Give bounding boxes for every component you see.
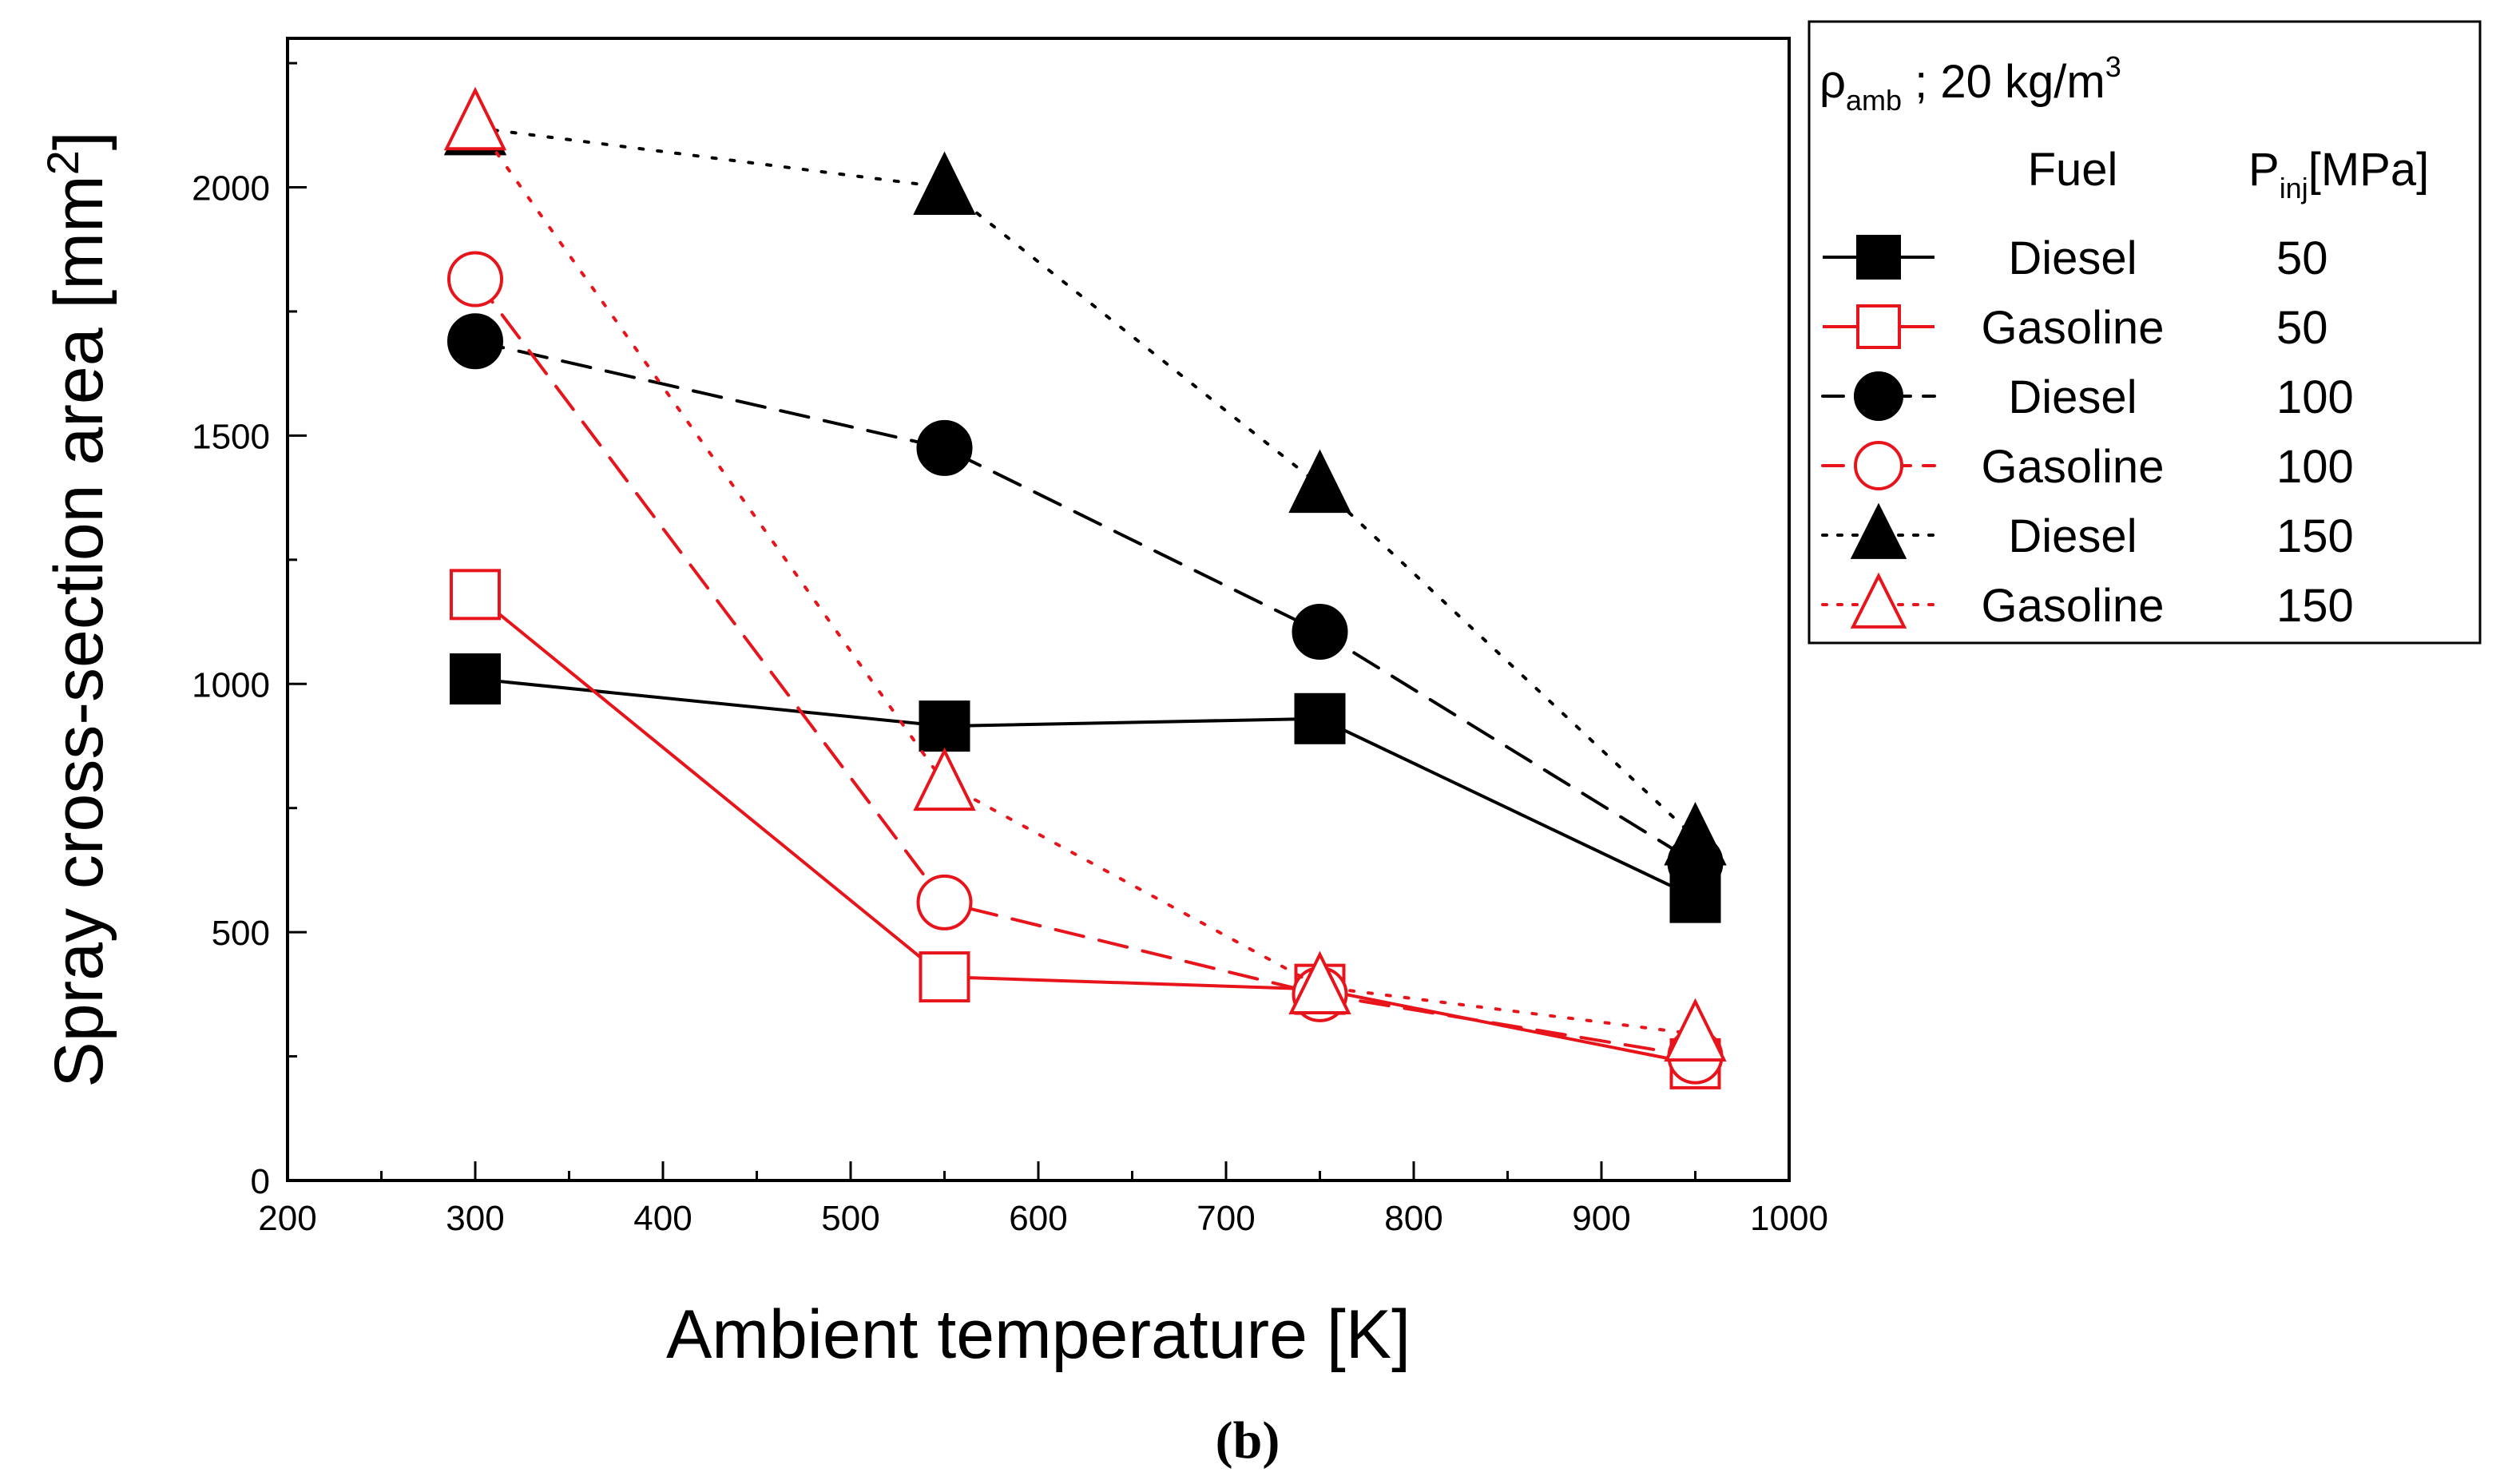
- legend-entry: Diesel 100: [1821, 371, 2354, 423]
- series-line: [474, 277, 1697, 1058]
- legend-marker-square: [1856, 235, 1901, 280]
- plot-frame: [286, 37, 1791, 1182]
- legend-pressure-label: 100: [2276, 441, 2354, 493]
- data-point-circle: [447, 251, 503, 308]
- data-point-square: [450, 569, 501, 621]
- series-diesel-150: [443, 91, 1727, 866]
- series-gasoline-150: [443, 86, 1727, 1062]
- rho-subscript: amb: [1846, 84, 1902, 117]
- series-gasoline-100: [447, 251, 1724, 1085]
- data-point-triangle: [913, 151, 976, 216]
- x-tick-label: 200: [258, 1199, 316, 1238]
- x-tick-label: 500: [821, 1199, 879, 1238]
- x-tick-label: 300: [446, 1199, 504, 1238]
- legend-pressure-label: 50: [2276, 232, 2328, 284]
- legend-condition: ρamb ; 20 kg/m3: [1819, 50, 2121, 117]
- condition-sup: 3: [2105, 50, 2121, 83]
- legend-entry: Gasoline 100: [1821, 441, 2354, 493]
- data-point-triangle: [1664, 998, 1727, 1062]
- legend-fuel-label: Gasoline: [1982, 580, 2165, 632]
- p-subscript: inj: [2280, 172, 2308, 204]
- series-line: [474, 677, 1696, 899]
- x-tick-label: 800: [1384, 1199, 1442, 1238]
- data-point-square: [919, 951, 970, 1003]
- series-line: [474, 339, 1697, 865]
- x-tick-label: 1000: [1750, 1199, 1828, 1238]
- x-axis-label: Ambient temperature [K]: [666, 1296, 1411, 1373]
- data-point-triangle: [1664, 801, 1727, 866]
- series-line: [474, 121, 1697, 1036]
- y-tick-label: 1500: [192, 417, 270, 456]
- y-tick-label: 500: [212, 914, 270, 953]
- data-point-square: [450, 653, 501, 705]
- data-point-triangle: [443, 86, 507, 151]
- x-tick-label: 400: [633, 1199, 692, 1238]
- y-axis-label: Spray cross-section area [mm2]: [38, 131, 117, 1087]
- legend-pressure-label: 150: [2276, 510, 2354, 562]
- condition-text: ; 20 kg/m: [1902, 56, 2105, 108]
- legend-pressure-label: 50: [2276, 302, 2328, 354]
- data-point-triangle: [1288, 449, 1351, 514]
- rho-symbol: ρ: [1819, 56, 1846, 108]
- legend-pressure-label: 100: [2276, 371, 2354, 423]
- series-diesel-100: [447, 313, 1724, 891]
- y-axis-label-sup: 2: [38, 150, 88, 175]
- legend-pressure-label: 150: [2276, 580, 2354, 632]
- figure-caption: (b): [1216, 1411, 1280, 1470]
- y-tick-label: 1000: [192, 665, 270, 704]
- legend-fuel-label: Diesel: [2008, 510, 2137, 562]
- legend-fuel-label: Diesel: [2008, 371, 2137, 423]
- data-point-circle: [1292, 603, 1348, 660]
- y-axis-label-main: Spray cross-section area [mm: [41, 175, 117, 1087]
- legend: ρamb ; 20 kg/m3 Fuel Pinj[MPa] Diesel 50G…: [1808, 20, 2482, 645]
- data-point-circle: [447, 313, 503, 370]
- legend-box: [1808, 20, 2482, 645]
- legend-entry: Gasoline 150: [1821, 572, 2354, 632]
- x-tick-label: 700: [1196, 1199, 1255, 1238]
- p-unit: [MPa]: [2308, 144, 2430, 196]
- series-line: [474, 125, 1697, 839]
- x-tick-label: 600: [1009, 1199, 1067, 1238]
- legend-entry: Diesel 150: [1821, 502, 2354, 562]
- series-gasoline-50: [450, 569, 1721, 1089]
- x-tick-label: 900: [1572, 1199, 1630, 1238]
- legend-marker-triangle: [1850, 502, 1907, 559]
- legend-header-fuel: Fuel: [2028, 144, 2118, 196]
- series-diesel-50: [450, 653, 1721, 923]
- legend-fuel-label: Gasoline: [1982, 441, 2165, 493]
- axis-ticks: 200 300 400 500 600 700 800 900 1000 0 500 1000 1500…: [192, 62, 1828, 1238]
- data-point-triangle: [913, 747, 976, 811]
- series-layer: [443, 86, 1727, 1089]
- data-point-triangle: [1288, 950, 1351, 1015]
- legend-fuel-label: Diesel: [2008, 232, 2137, 284]
- legend-entry: Gasoline 50: [1823, 302, 2328, 354]
- legend-marker-triangle: [1850, 572, 1907, 629]
- y-tick-label: 0: [251, 1162, 270, 1201]
- data-point-circle: [916, 419, 973, 476]
- legend-marker-circle: [1854, 441, 1903, 490]
- legend-header-pressure: Pinj[MPa]: [2248, 144, 2429, 204]
- p-symbol: P: [2248, 144, 2280, 196]
- legend-marker-circle: [1854, 371, 1903, 421]
- data-point-square: [1294, 692, 1346, 744]
- y-tick-label: 2000: [192, 169, 270, 208]
- legend-fuel-label: Gasoline: [1982, 302, 2165, 354]
- legend-marker-square: [1856, 304, 1901, 349]
- data-point-circle: [916, 874, 973, 930]
- legend-entry: Diesel 50: [1823, 232, 2328, 284]
- data-point-square: [919, 700, 970, 752]
- y-axis-label-close: ]: [41, 131, 117, 150]
